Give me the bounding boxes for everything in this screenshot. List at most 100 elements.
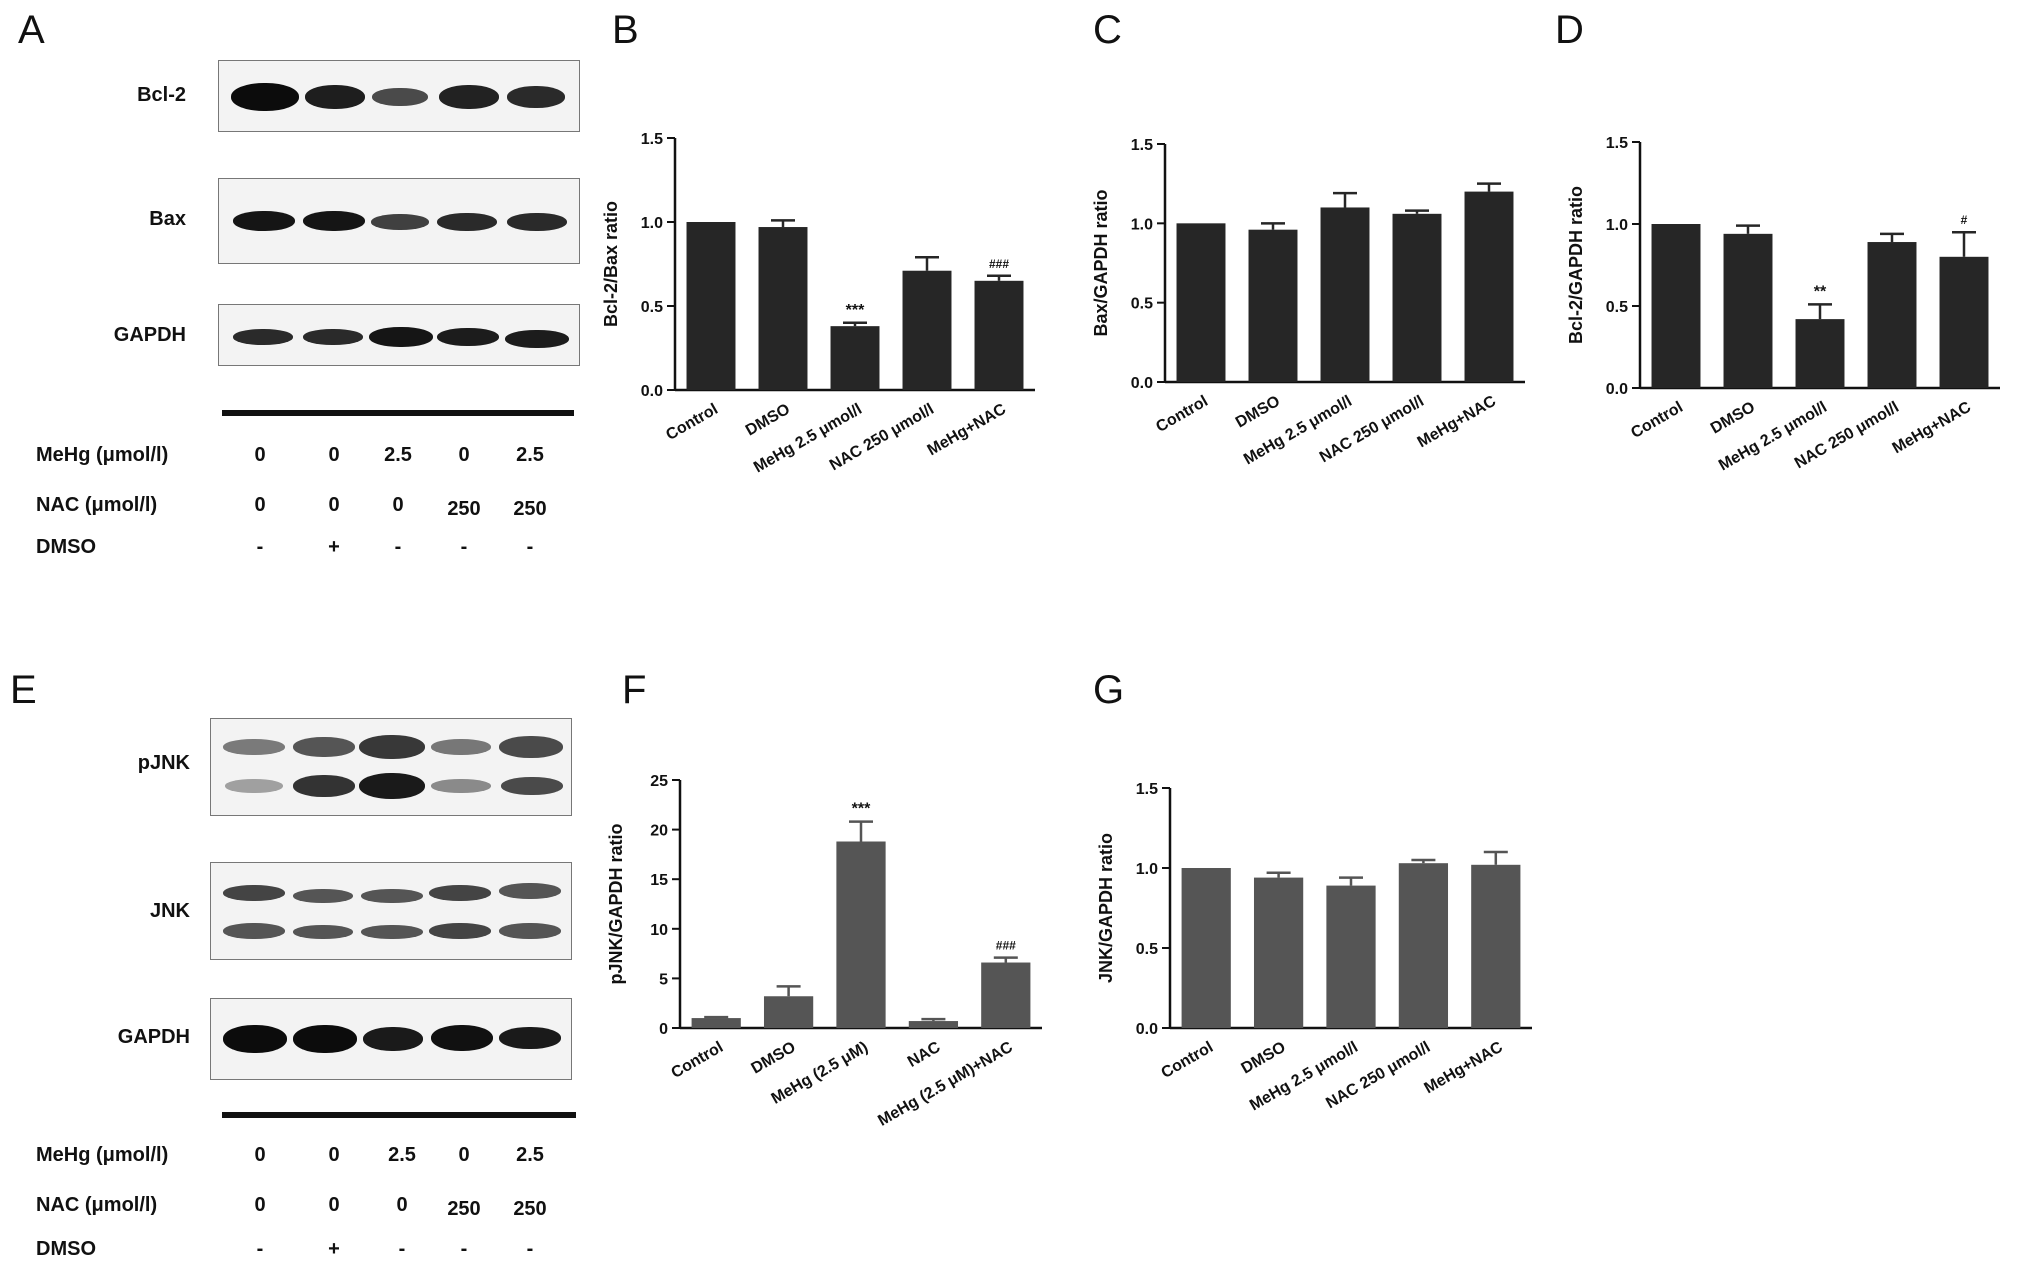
condition-value: 2.5 — [384, 444, 412, 466]
blot-strip-pjnk — [210, 718, 572, 816]
condition-value: 2.5 — [516, 444, 544, 466]
significance-label: ### — [989, 257, 1009, 271]
y-tick-label: 0.5 — [1606, 299, 1628, 316]
bar-chart-c: 0.0 0.5 1.0 1.5 Bax/GAPDH ratio Control DMSO Me… — [1091, 137, 1525, 468]
y-tick-label: 0.5 — [641, 299, 663, 316]
x-tick-label: Control — [668, 1039, 726, 1082]
condition-value: 0 — [254, 444, 266, 466]
y-tick-label: 1.0 — [1606, 217, 1628, 234]
blot-strip-gapdh — [218, 304, 580, 366]
condition-value: 0 — [328, 444, 340, 466]
y-tick-label: 0.0 — [641, 383, 663, 400]
blot-row-label: JNK — [149, 900, 190, 922]
condition-label: DMSO — [36, 536, 96, 558]
x-tick-label: MeHg+NAC — [1415, 393, 1500, 452]
significance-label: ** — [1814, 283, 1827, 300]
bar-chart-g: 0.0 0.5 1.0 1.5 JNK/GAPDH ratio Control DMSO Me… — [1096, 781, 1532, 1114]
condition-value: - — [526, 1238, 534, 1260]
condition-value: 0 — [254, 1144, 266, 1166]
bar — [1248, 229, 1298, 382]
y-tick-label: 0.5 — [1136, 941, 1158, 958]
condition-value: + — [328, 536, 340, 558]
blot-divider — [222, 410, 574, 416]
condition-label: DMSO — [36, 1238, 96, 1260]
y-axis-label: Bcl-2/GAPDH ratio — [1566, 186, 1586, 344]
blot-strip-bcl2 — [218, 60, 580, 132]
condition-value: 0 — [392, 494, 404, 516]
condition-value: 250 — [513, 1198, 547, 1220]
y-tick-label: 1.0 — [1131, 216, 1153, 233]
bar — [1176, 223, 1226, 382]
blot-strip-jnk — [210, 862, 572, 960]
x-tick-label: DMSO — [1239, 1039, 1289, 1078]
y-tick-label: 25 — [650, 773, 668, 790]
x-tick-label: MeHg (2.5 μM)+NAC — [875, 1039, 1016, 1130]
x-tick-label: Control — [663, 401, 721, 444]
condition-value: 250 — [447, 1198, 481, 1220]
panel-letter-a: A — [18, 8, 45, 52]
bar — [1464, 191, 1514, 382]
bar — [1398, 863, 1449, 1028]
condition-value: 250 — [447, 498, 481, 520]
y-tick-label: 20 — [650, 823, 668, 840]
y-axis-label: pJNK/GAPDH ratio — [606, 823, 626, 984]
panel-letter-f: F — [622, 668, 647, 712]
x-tick-label: MeHg+NAC — [1421, 1039, 1506, 1098]
y-tick-label: 1.0 — [641, 215, 663, 232]
blot-row-label: Bax — [149, 208, 186, 230]
y-tick-label: 0.5 — [1131, 296, 1153, 313]
bar — [908, 1021, 959, 1028]
bar — [902, 270, 952, 390]
panel-letter-g: G — [1093, 668, 1125, 712]
significance-label: # — [1961, 213, 1968, 227]
blot-strip-gapdh-e — [210, 998, 572, 1080]
bar — [1939, 256, 1989, 388]
bar — [1867, 242, 1917, 388]
condition-value: - — [398, 1238, 406, 1260]
x-tick-label: DMSO — [1708, 399, 1758, 438]
x-tick-label: DMSO — [749, 1039, 799, 1078]
x-tick-label: MeHg+NAC — [925, 401, 1010, 460]
y-tick-label: 1.5 — [1606, 135, 1628, 152]
condition-value: 0 — [396, 1194, 408, 1216]
panel-letter-b: B — [612, 8, 639, 52]
condition-value: - — [526, 536, 534, 558]
condition-label: MeHg (μmol/l) — [36, 1144, 169, 1166]
condition-value: - — [460, 1238, 468, 1260]
bar — [758, 227, 808, 390]
bar-chart-d: 0.0 0.5 1.0 1.5 Bcl-2/GAPDH ratio Control DMSO… — [1566, 135, 2000, 474]
bar — [1320, 207, 1370, 382]
y-axis-label: JNK/GAPDH ratio — [1096, 833, 1116, 983]
blot-strip-bax — [218, 178, 580, 264]
y-tick-label: 15 — [650, 872, 668, 889]
bar-chart-f: 0 5 10 15 20 25 pJNK/GAPDH ratio Control DMSO ***… — [606, 773, 1042, 1130]
bar — [1795, 319, 1845, 388]
condition-value: - — [460, 536, 468, 558]
blot-row-label: Bcl-2 — [137, 84, 186, 106]
condition-value: 0 — [458, 1144, 470, 1166]
y-tick-label: 5 — [659, 971, 668, 988]
y-tick-label: 0.0 — [1131, 375, 1153, 392]
blot-row-label: GAPDH — [117, 1026, 190, 1048]
condition-label: NAC (μmol/l) — [36, 494, 158, 516]
condition-value: 2.5 — [516, 1144, 544, 1166]
bar — [981, 962, 1031, 1028]
significance-label: *** — [846, 302, 865, 319]
y-tick-label: 1.0 — [1136, 861, 1158, 878]
y-axis-label: Bcl-2/Bax ratio — [601, 201, 621, 327]
x-tick-label: MeHg+NAC — [1890, 399, 1975, 458]
bar — [686, 222, 736, 390]
condition-value: 0 — [328, 1144, 340, 1166]
x-tick-label: DMSO — [743, 401, 793, 440]
x-tick-label: NAC — [905, 1039, 944, 1071]
condition-value: 0 — [254, 1194, 266, 1216]
significance-label: *** — [852, 801, 871, 818]
condition-label: NAC (μmol/l) — [36, 1194, 158, 1216]
condition-value: - — [256, 1238, 264, 1260]
condition-value: - — [256, 536, 264, 558]
condition-value: - — [394, 536, 402, 558]
y-tick-label: 1.5 — [641, 131, 663, 148]
bar — [1253, 877, 1304, 1028]
blot-divider — [222, 1112, 576, 1118]
bar-chart-b: 0.0 0.5 1.0 1.5 Bcl-2/Bax ratio Control DMSO **… — [601, 131, 1035, 476]
